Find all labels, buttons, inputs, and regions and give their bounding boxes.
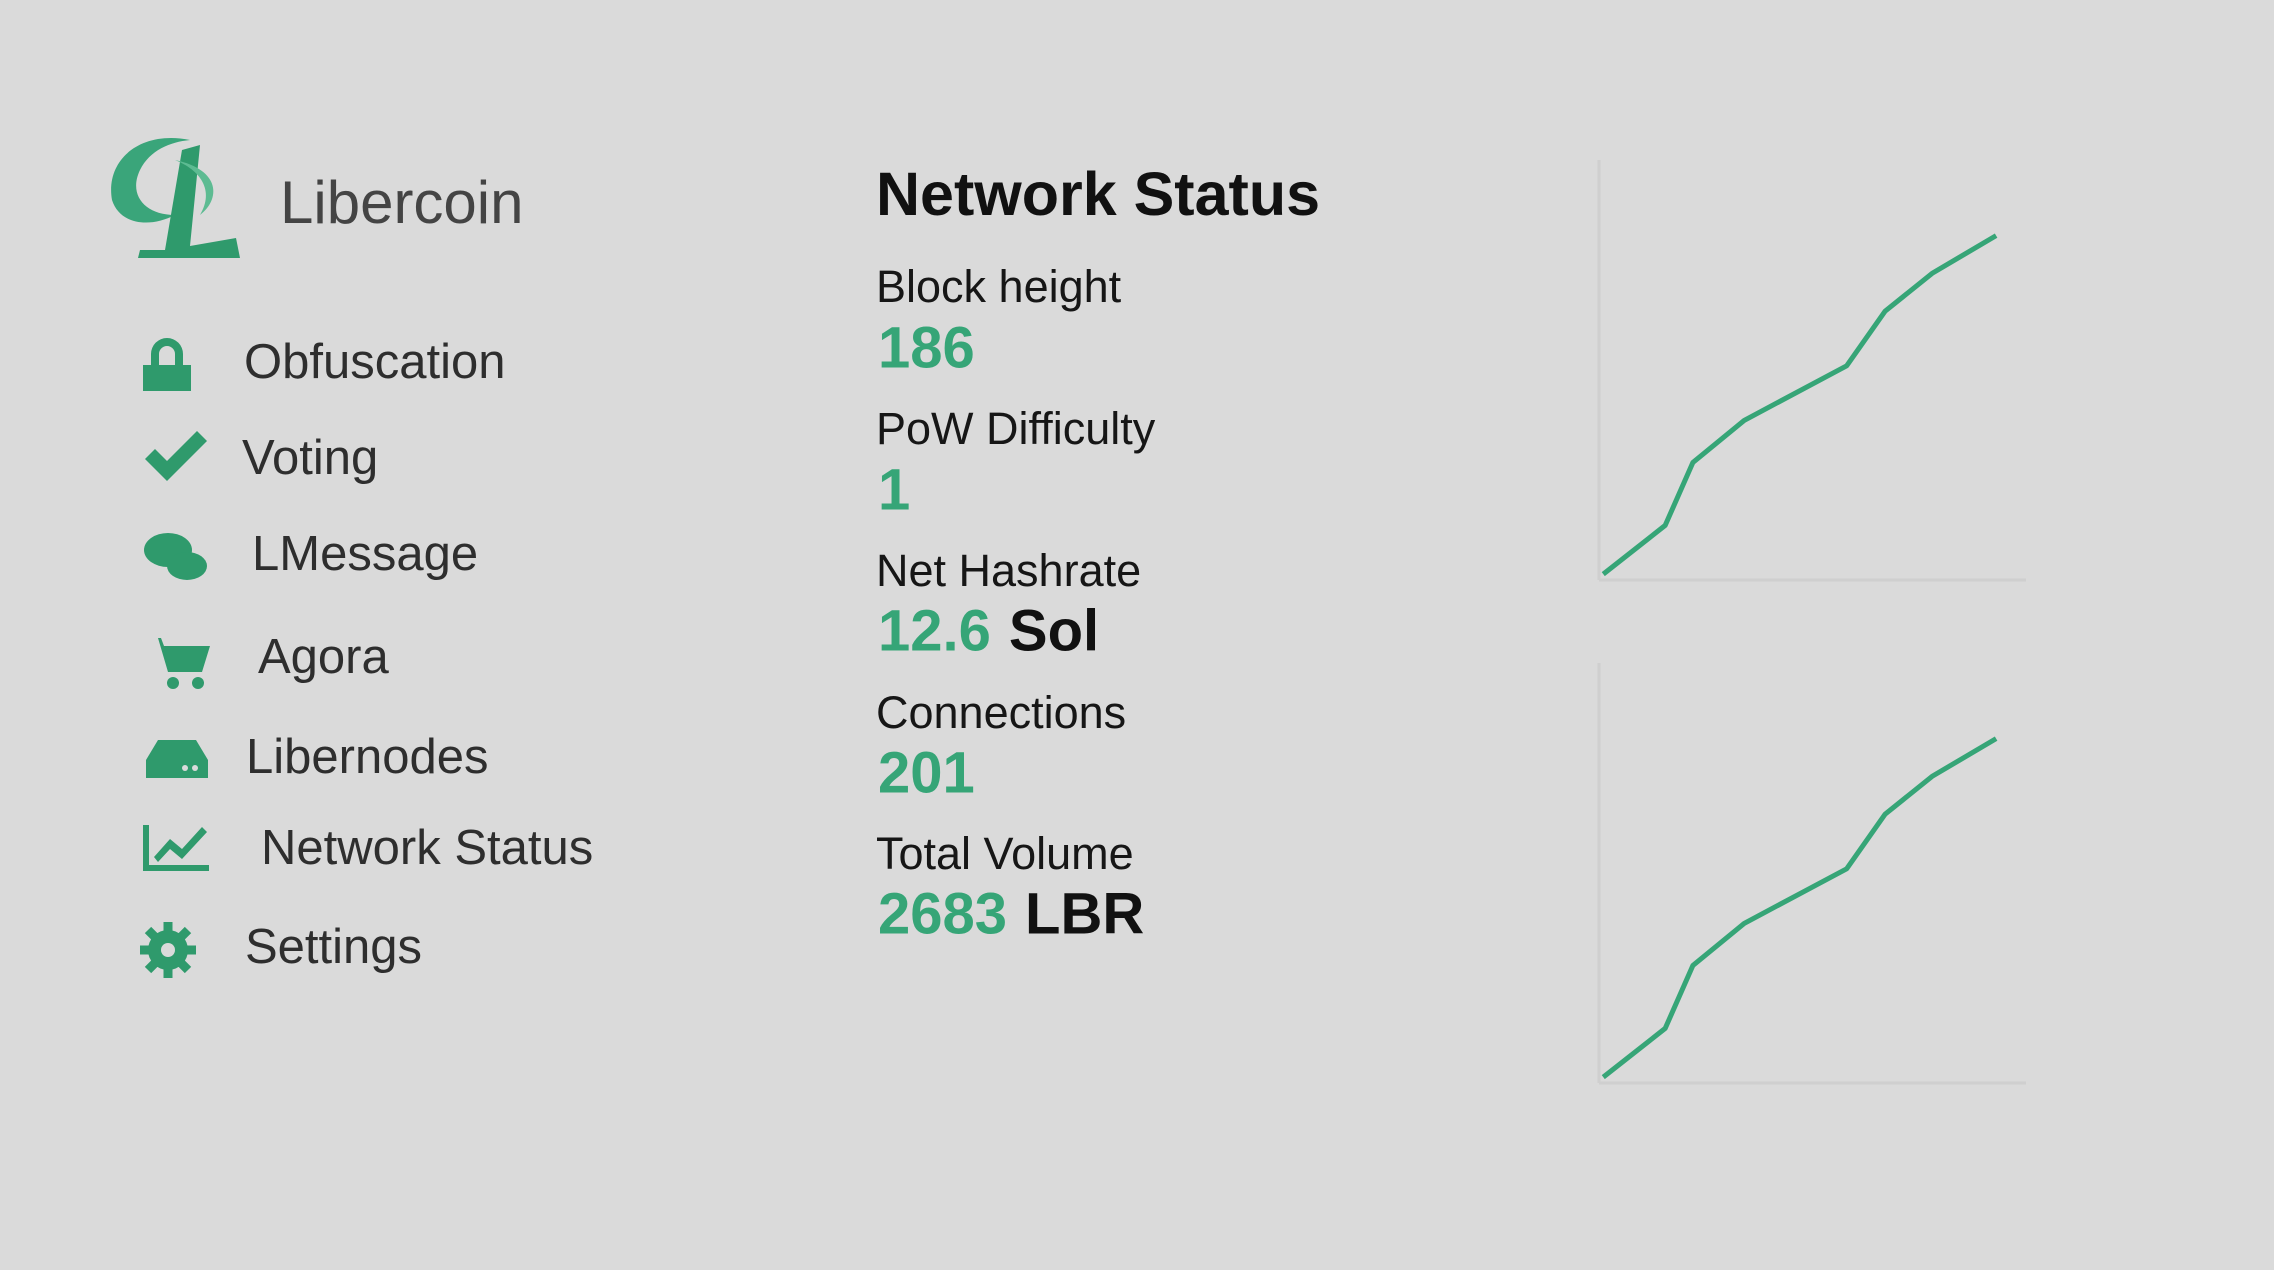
stat-value: 186 <box>878 315 975 380</box>
brand-name: Libercoin <box>280 169 524 236</box>
gear-icon <box>140 922 196 978</box>
cart-icon <box>146 638 210 689</box>
chart-icon <box>143 825 209 871</box>
nav-item[interactable]: LMessage <box>252 527 478 581</box>
stat-value: 1 <box>878 457 910 522</box>
stat-value: 12.6 <box>878 598 991 663</box>
nav-item[interactable]: Agora <box>258 630 390 684</box>
nav-item[interactable]: Network Status <box>261 821 593 875</box>
stat-unit: Sol <box>1009 598 1099 663</box>
stat-value: 2683 <box>878 881 1007 946</box>
nav-item[interactable]: Libernodes <box>246 730 488 784</box>
panel-title: Network Status <box>876 160 1320 228</box>
chat-icon <box>144 533 207 580</box>
stat-label: PoW Difficulty <box>876 403 1156 454</box>
stat-unit: LBR <box>1025 881 1144 946</box>
sparkline <box>1601 736 1998 1080</box>
nav-item[interactable]: Obfuscation <box>244 335 506 389</box>
logo <box>111 138 240 258</box>
nav-icons <box>140 338 210 978</box>
lock-icon <box>143 338 191 391</box>
nav-item[interactable]: Settings <box>245 920 422 974</box>
stat-label: Connections <box>876 687 1126 738</box>
stat-value: 201 <box>878 740 975 805</box>
stat-label: Net Hashrate <box>876 545 1141 596</box>
nav-item[interactable]: Voting <box>242 431 378 485</box>
check-icon <box>145 431 207 481</box>
drive-icon <box>146 740 208 778</box>
stat-label: Total Volume <box>876 828 1134 879</box>
stat-label: Block height <box>876 261 1122 312</box>
sparkline <box>1601 233 1998 577</box>
